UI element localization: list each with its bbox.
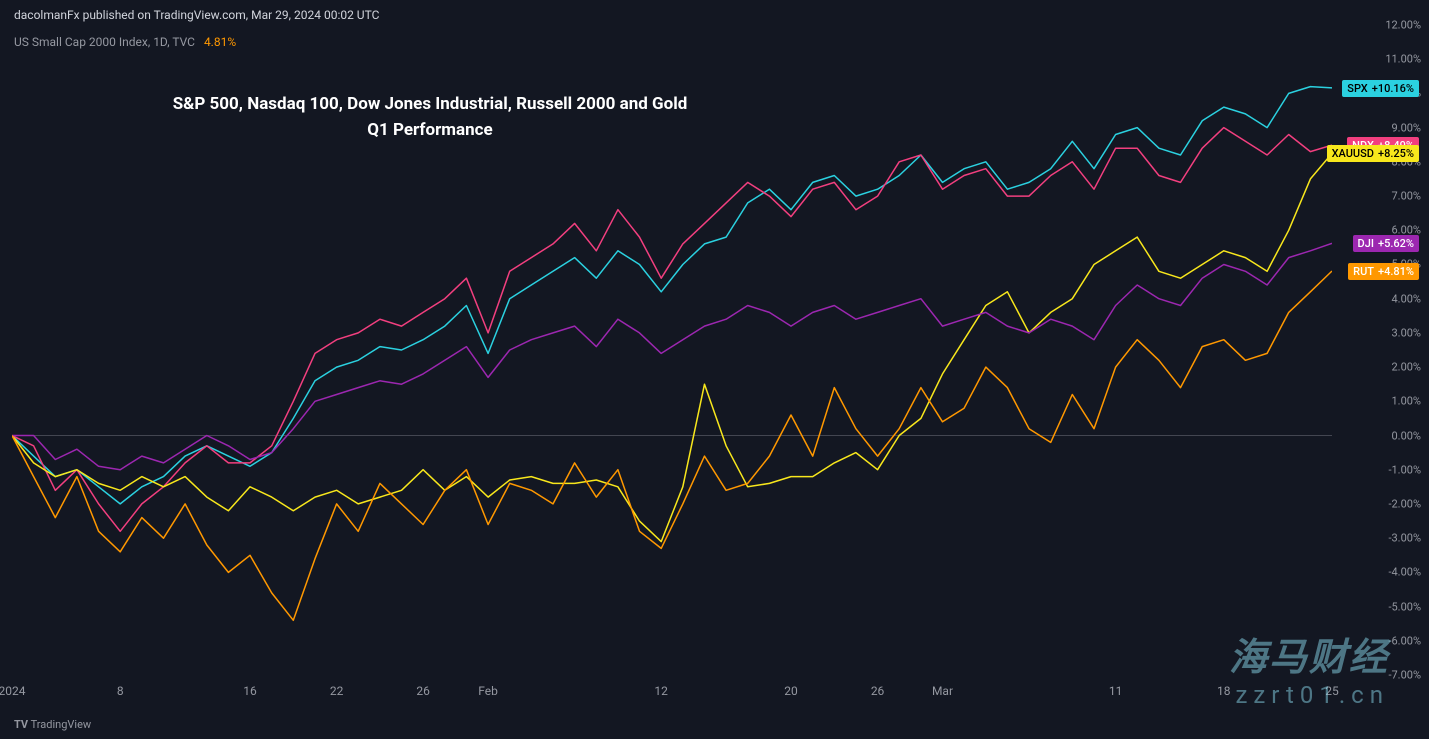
y-tick: 1.00%	[1391, 395, 1421, 408]
y-tick: 2.00%	[1391, 361, 1421, 374]
y-tick: 11.00%	[1385, 53, 1421, 66]
line-chart[interactable]	[12, 25, 1332, 675]
series-line-rut	[12, 271, 1332, 620]
x-tick: 8	[117, 684, 124, 698]
y-tick: -1.00%	[1388, 463, 1421, 476]
footer-brand: TV TradingView	[14, 718, 91, 731]
y-tick: -2.00%	[1388, 497, 1421, 510]
x-tick: Mar	[932, 684, 953, 698]
y-axis: -7.00%-6.00%-5.00%-4.00%-3.00%-2.00%-1.0…	[1349, 25, 1429, 675]
y-tick: 3.00%	[1391, 326, 1421, 339]
y-tick: 4.00%	[1391, 292, 1421, 305]
series-line-spx	[12, 87, 1332, 504]
x-tick: Feb	[478, 684, 498, 698]
x-tick: 11	[1109, 684, 1123, 698]
x-tick: 25	[1325, 684, 1339, 698]
y-tick: 0.00%	[1391, 429, 1421, 442]
badge-xauusd[interactable]: XAUUSD+8.25%	[1327, 145, 1419, 162]
y-tick: -6.00%	[1388, 634, 1421, 647]
y-tick: -7.00%	[1388, 669, 1421, 682]
y-tick: -4.00%	[1388, 566, 1421, 579]
y-tick: 12.00%	[1385, 19, 1421, 32]
y-tick: 7.00%	[1391, 190, 1421, 203]
x-tick: 22	[330, 684, 344, 698]
publish-info: dacolmanFx published on TradingView.com,…	[14, 8, 379, 22]
x-tick: 26	[416, 684, 430, 698]
badge-dji[interactable]: DJI+5.62%	[1353, 235, 1419, 252]
badge-spx[interactable]: SPX+10.16%	[1342, 80, 1419, 97]
x-tick: 16	[243, 684, 257, 698]
x-tick: 12	[654, 684, 668, 698]
x-axis: 20248162226Feb122026Mar111825	[12, 684, 1332, 704]
x-tick: 26	[871, 684, 885, 698]
series-line-ndx	[12, 128, 1332, 532]
x-tick: 2024	[0, 684, 25, 698]
x-tick: 18	[1217, 684, 1231, 698]
badge-rut[interactable]: RUT+4.81%	[1348, 263, 1419, 280]
series-line-xauusd	[12, 153, 1332, 541]
y-tick: -5.00%	[1388, 600, 1421, 613]
x-tick: 20	[784, 684, 798, 698]
y-tick: 9.00%	[1391, 121, 1421, 134]
y-tick: -3.00%	[1388, 532, 1421, 545]
